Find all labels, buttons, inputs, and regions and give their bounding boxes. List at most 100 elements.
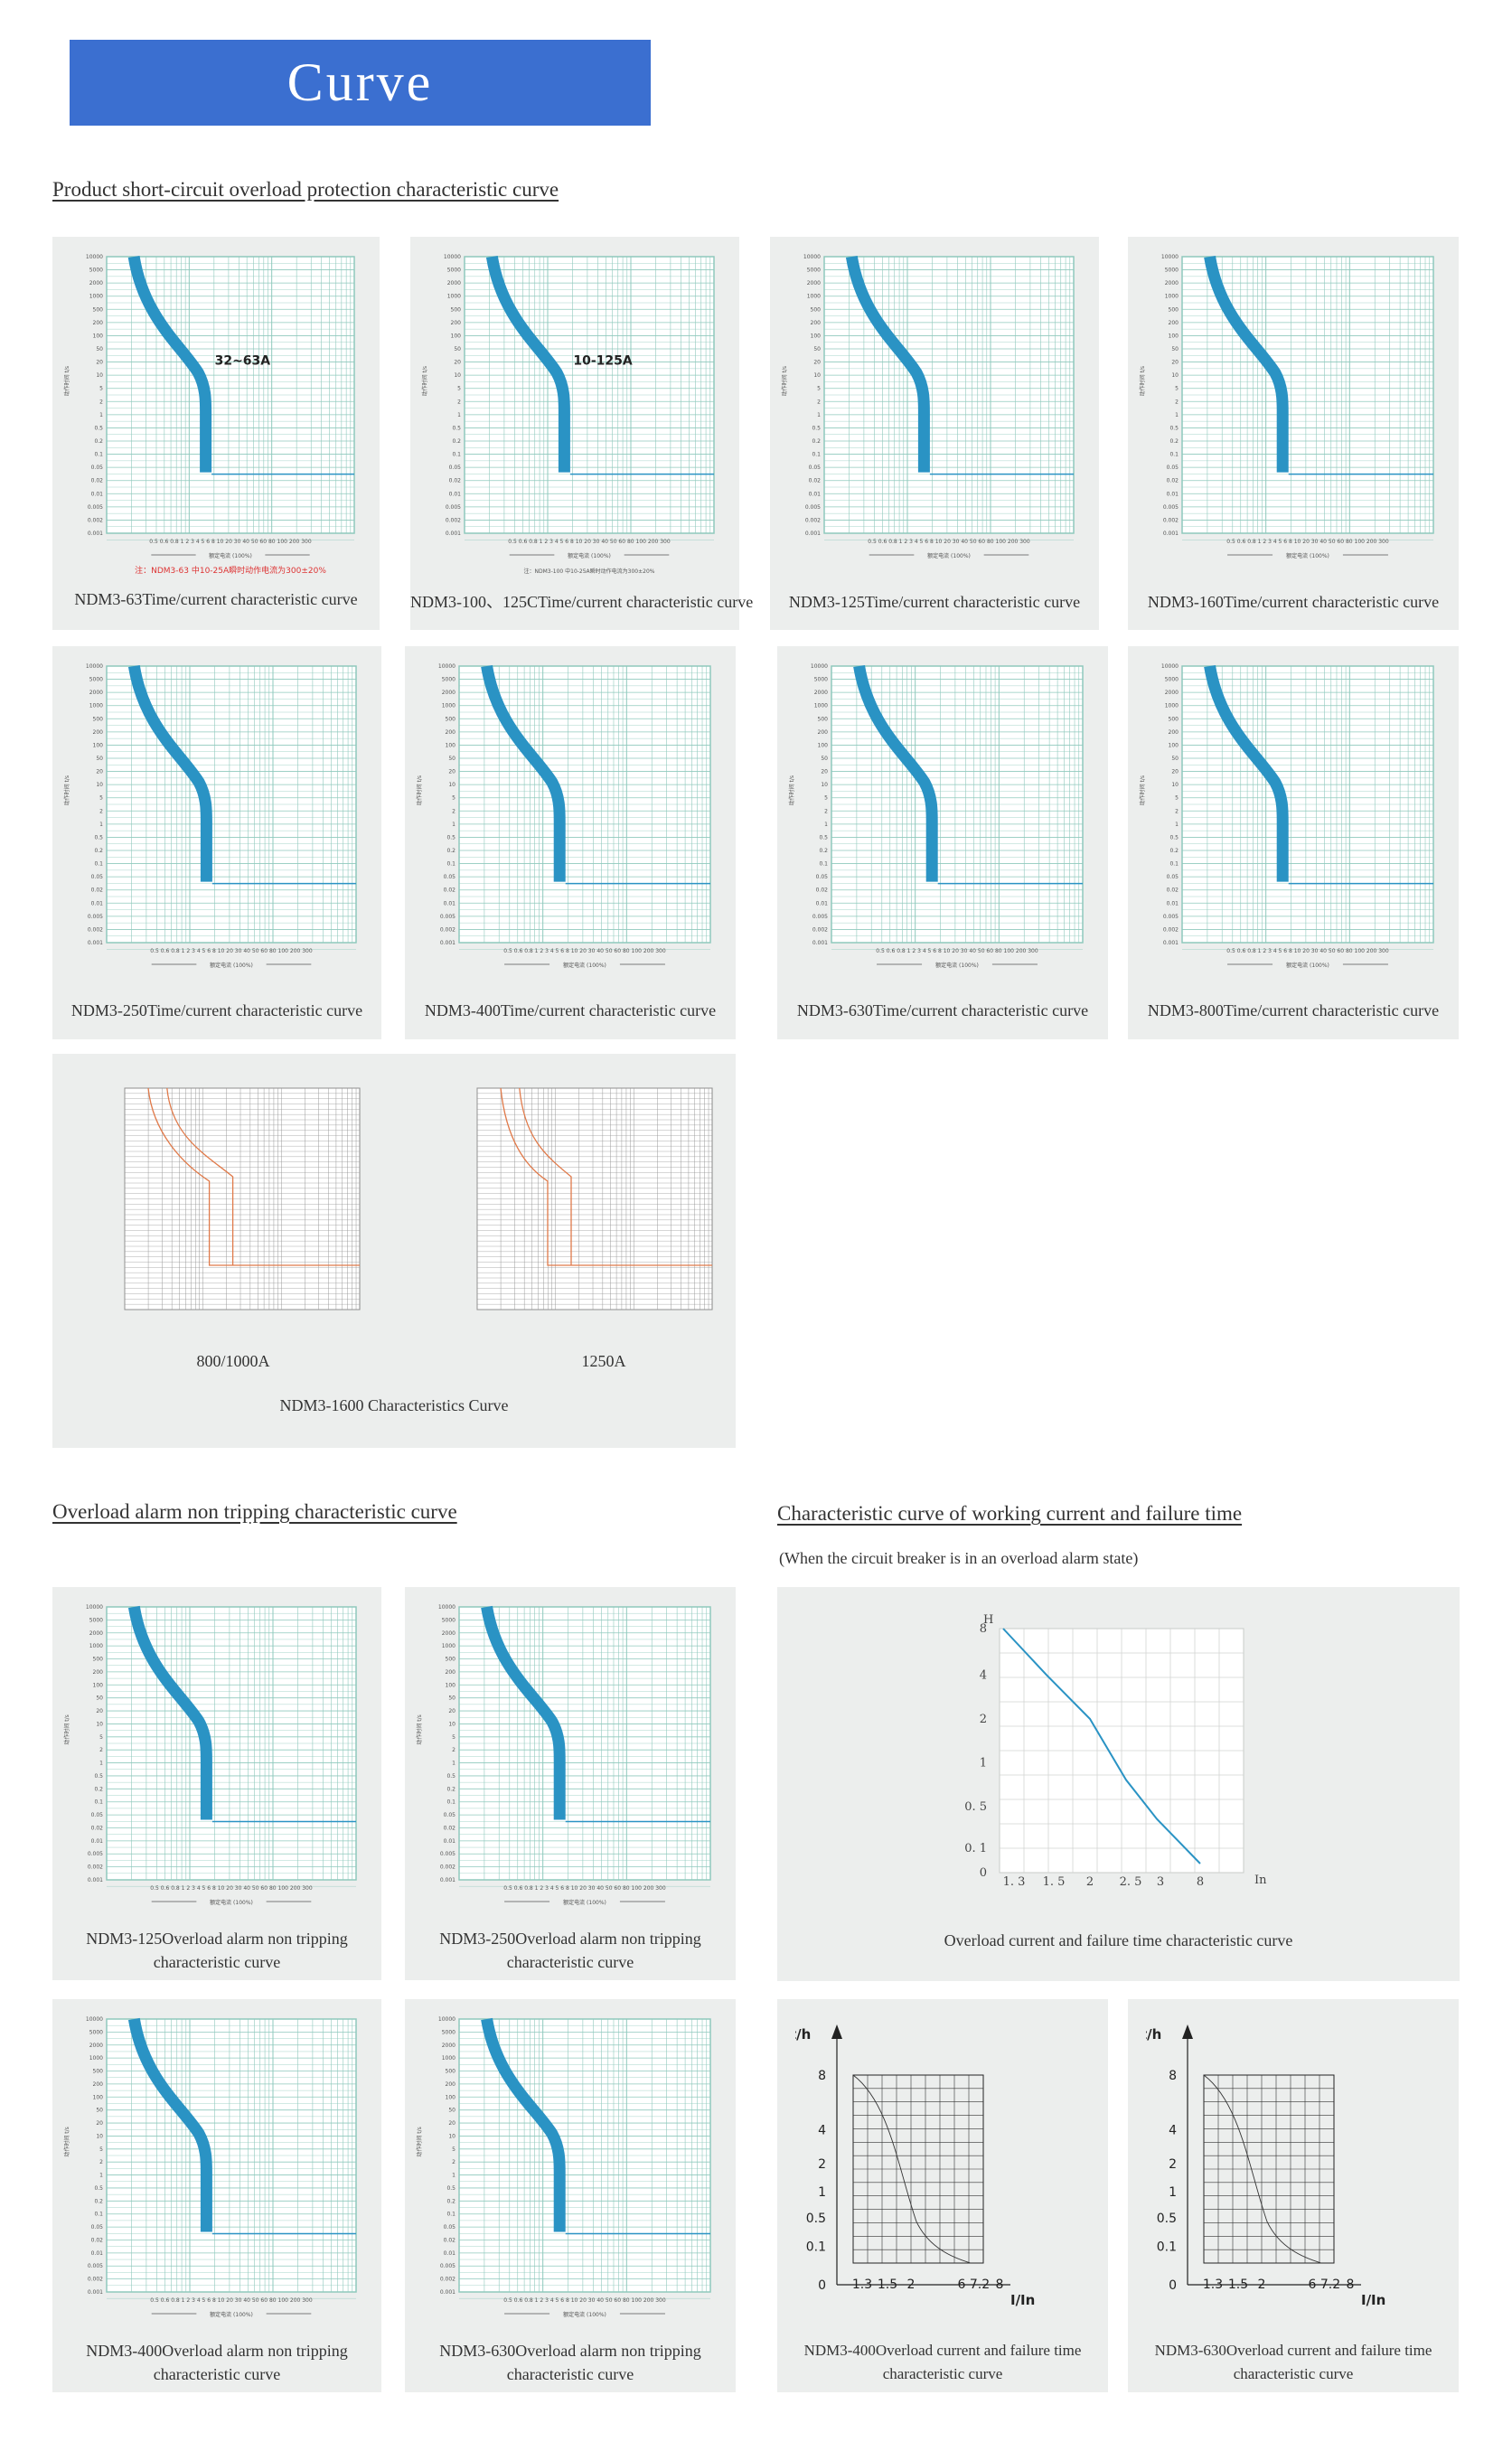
y-tick-label: 0.1 [446,1799,455,1806]
y-tick-label: 0.1 [1169,452,1179,458]
trip-curve-band [853,664,938,882]
protection-card: 10000 5000 2000 1000 500 200 100 50 20 10 5 2 1 0.5 0.… [777,646,1108,1039]
y-tick-label: 1 [99,1761,103,1767]
failure-time-chart: t/h I/In 8 4 2 1 0.5 0.1 0 1.3 1.5 2 67.2 8 [1146,2024,1385,2308]
y-tick-label: 10000 [438,1604,455,1611]
y-tick-label: 0.2 [1169,848,1179,854]
y-tick-label: 500 [446,2069,456,2075]
y-tick-label: 2 [452,808,455,814]
y-tick-label: 20 [448,1708,455,1714]
y-tick-label: 0.1 [446,2212,455,2218]
y-tick-label: 0.005 [88,1851,103,1857]
y-tick-label: 2 [817,399,821,405]
y-tick-label: 0.02 [91,888,104,894]
y-tick-label: 5 [1175,386,1179,392]
y-tick-label: 10 [813,372,821,379]
y-tick-label: 200 [93,1669,104,1676]
y-tick-label: 0.002 [446,517,461,523]
y-tick-label: 10 [1171,782,1179,788]
y-tick-label: 0.02 [816,888,829,894]
time-current-chart: 10000 5000 2000 1000 500 200 100 50 20 10 5 2 1 0.5 0.… [416,663,711,969]
x-tick-labels: 0.5 0.6 0.8 1 2 3 4 5 6 8 10 20 30 40 50… [1226,948,1389,954]
y-axis-label: 动作时间 t/s [416,2127,423,2156]
band-label: 32~63A [215,353,271,368]
y-tick-label: 0.005 [88,2263,103,2269]
y-tick-label: 0.005 [812,914,828,920]
protection-card: 10000 5000 2000 1000 500 200 100 50 20 10 5 2 1 0.5 0.… [1128,646,1459,1039]
y-tick-label: 0.2 [446,848,455,854]
y-tick-label: 0.1 [812,452,821,458]
failure-time-card: H In 8 4 2 1 0. 5 0. 1 0 1. 3 1. 5 2 2. 5 3 8 Overload… [777,1587,1460,1981]
y-tick-label: 0.1 [806,2240,826,2254]
y-tick-label: 100 [811,333,822,339]
y-tick-label: 0.002 [88,517,103,523]
y-tick-label: 2 [1175,399,1179,405]
x-tick-label: 3 [1157,1875,1164,1889]
protection-card: 10000 5000 2000 1000 500 200 100 50 20 10 5 2 1 0.5 0.… [52,646,381,1039]
y-tick-label: 0.02 [91,478,104,484]
y-tick-label: 0.01 [1167,900,1179,906]
y-tick-label: 1000 [1165,703,1179,709]
banner-title: Curve [286,52,434,112]
chart-caption: NDM3-250Overload alarm non tripping char… [439,1930,701,1971]
y-tick-label: 0.002 [805,517,821,523]
y-tick-label: 4 [980,1668,987,1682]
time-current-chart: 10000 5000 2000 1000 500 200 100 50 20 10 5 2 1 0.5 0.… [788,663,1084,969]
y-tick-label: 5000 [89,677,103,683]
chart-caption: NDM3-100、125CTime/current characteristic… [410,593,754,611]
y-tick-label: 5 [99,386,103,392]
section-heading-failure: Characteristic curve of working current … [777,1502,1243,1525]
x-tick-label: 2 [1086,1875,1094,1889]
y-tick-label: 0.05 [444,874,456,880]
y-tick-label: 50 [454,346,461,352]
y-tick-label: 5 [99,1734,103,1741]
y-tick-label: 200 [93,2081,104,2088]
y-tick-label: 0.2 [812,438,821,445]
failure-time-chart: H In 8 4 2 1 0. 5 0. 1 0 1. 3 1. 5 2 2. 5 3 8 [964,1613,1267,1889]
x-tick-label: 7.2 [1320,2278,1340,2292]
x-tick-labels: 0.5 0.6 0.8 1 2 3 4 5 6 8 10 20 30 40 50… [503,1885,666,1892]
y-tick-label: 0.5 [94,1773,103,1780]
y-tick-label: 500 [446,1657,456,1663]
y-axis-title: H [983,1613,993,1627]
y-tick-label: 2 [980,1713,987,1726]
x-axis-label: 额定电流 (100%) [210,2311,253,2318]
y-tick-label: 0.001 [88,2289,103,2296]
x-tick-labels: 0.5 0.6 0.8 1 2 3 4 5 6 8 10 20 30 40 50… [503,948,666,954]
y-tick-label: 10 [96,2133,103,2139]
y-tick-label: 0.002 [1163,517,1179,523]
y-tick-label: 500 [93,2069,104,2075]
section-heading-alarm: Overload alarm non tripping characterist… [52,1500,457,1523]
time-current-chart: 10000 5000 2000 1000 500 200 100 50 20 10 5 2 1 0.5 0.… [1139,254,1434,559]
y-tick-label: 0.1 [94,861,103,868]
y-tick-label: 0.02 [449,478,462,484]
y-tick-label: 1 [99,822,103,828]
y-tick-label: 5000 [442,2029,455,2035]
y-tick-label: 50 [96,346,103,352]
y-tick-label: 1 [452,1761,455,1767]
y-tick-label: 1 [824,822,828,828]
y-tick-label: 0.1 [819,861,828,868]
x-tick-labels: 0.5 0.6 0.8 1 2 3 4 5 6 8 10 20 30 40 50… [150,948,313,954]
y-axis-label: 动作时间 t/s [63,366,70,396]
y-tick-label: 0.2 [446,1786,455,1792]
y-tick-label: 0.02 [91,2237,104,2243]
y-tick-label: 5 [452,1734,455,1741]
x-tick-label: 8 [1347,2278,1355,2292]
y-tick-label: 0.005 [1163,504,1179,511]
y-tick-label: 1000 [1165,294,1179,300]
y-tick-label: 4 [818,2123,826,2137]
y-tick-label: 5000 [814,677,828,683]
y-tick-label: 0. 1 [964,1842,987,1855]
trip-curve-band [845,255,930,473]
trip-curve-band [481,2017,566,2232]
trip-curve-band [127,2017,212,2232]
y-tick-label: 0.5 [1157,2212,1177,2226]
x-axis-label: 额定电流 (100%) [1286,962,1329,969]
y-tick-label: 0.1 [94,2212,103,2218]
y-tick-label: 10000 [86,663,103,670]
y-tick-label: 10 [448,782,455,788]
band-label: 10-125A [573,353,633,368]
y-axis-label: 动作时间 t/s [421,366,428,396]
alarm-card: 10000 5000 2000 1000 500 200 100 50 20 10 5 2 1 0.5 0.… [405,1999,736,2392]
